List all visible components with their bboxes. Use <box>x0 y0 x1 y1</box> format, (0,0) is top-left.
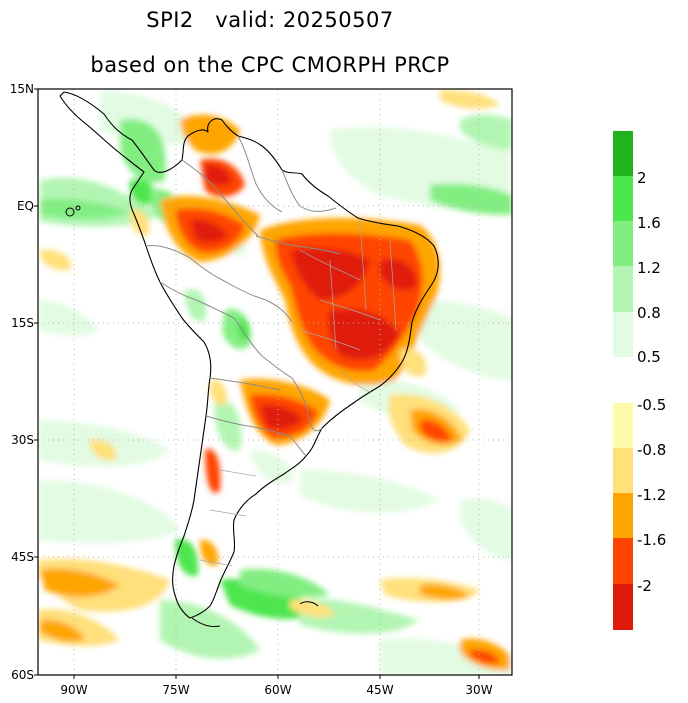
colorbar-label-0-8: 0.8 <box>637 304 661 322</box>
colorbar-label-neg-0-5: -0.5 <box>637 396 667 414</box>
colorbar-label-1-6: 1.6 <box>637 214 661 232</box>
colorbar-label-1-2: 1.2 <box>637 259 661 277</box>
map-subtitle: based on the CPC CMORPH PRCP <box>90 53 450 77</box>
colorbar-label-neg-2: -2 <box>637 577 652 595</box>
colorbar-swatch-wet-2 <box>613 176 633 221</box>
islands <box>65 205 319 627</box>
colorbar-swatch-wet-1 <box>613 131 633 176</box>
lon-label-60w: 60W <box>264 683 292 697</box>
colorbar-swatch-dry-2 <box>613 448 633 493</box>
lat-label-45s: 45S <box>11 550 34 564</box>
colorbar-label-neg-1-6: -1.6 <box>637 531 667 549</box>
colorbar-swatch-wet-5 <box>613 312 633 357</box>
lat-label-eq: EQ <box>16 199 34 213</box>
colorbar-label-neg-0-8: -0.8 <box>637 441 667 459</box>
lon-label-30w: 30W <box>465 683 493 697</box>
lat-label-15n: 15N <box>9 82 34 96</box>
map-frame <box>37 88 513 676</box>
south-america-coastline <box>59 91 439 619</box>
tick-marks <box>34 88 480 679</box>
map-title: SPI2 valid: 20250507 <box>146 8 394 32</box>
colorbar-swatch-dry-4 <box>613 538 633 584</box>
lon-label-90w: 90W <box>60 683 88 697</box>
colorbar-swatch-dry-3 <box>613 493 633 538</box>
colorbar-swatch-wet-4 <box>613 266 633 312</box>
lon-label-75w: 75W <box>162 683 190 697</box>
lat-label-15s: 15S <box>11 316 34 330</box>
colorbar-label-2: 2 <box>637 169 647 187</box>
colorbar-label-neg-1-2: -1.2 <box>637 486 667 504</box>
country-borders <box>145 135 341 457</box>
lat-label-30s: 30S <box>11 433 34 447</box>
colorbar-swatch-dry-1 <box>613 403 633 448</box>
colorbar-label-0-5: 0.5 <box>637 348 661 366</box>
colorbar-swatch-dry-5 <box>613 584 633 630</box>
map-plot-area <box>38 89 512 675</box>
colorbar-swatch-wet-3 <box>613 221 633 266</box>
state-borders <box>199 219 397 567</box>
anomaly-field <box>38 90 512 675</box>
lon-label-45w: 45W <box>366 683 394 697</box>
lat-label-60s: 60S <box>11 668 34 682</box>
graticule <box>38 89 512 675</box>
